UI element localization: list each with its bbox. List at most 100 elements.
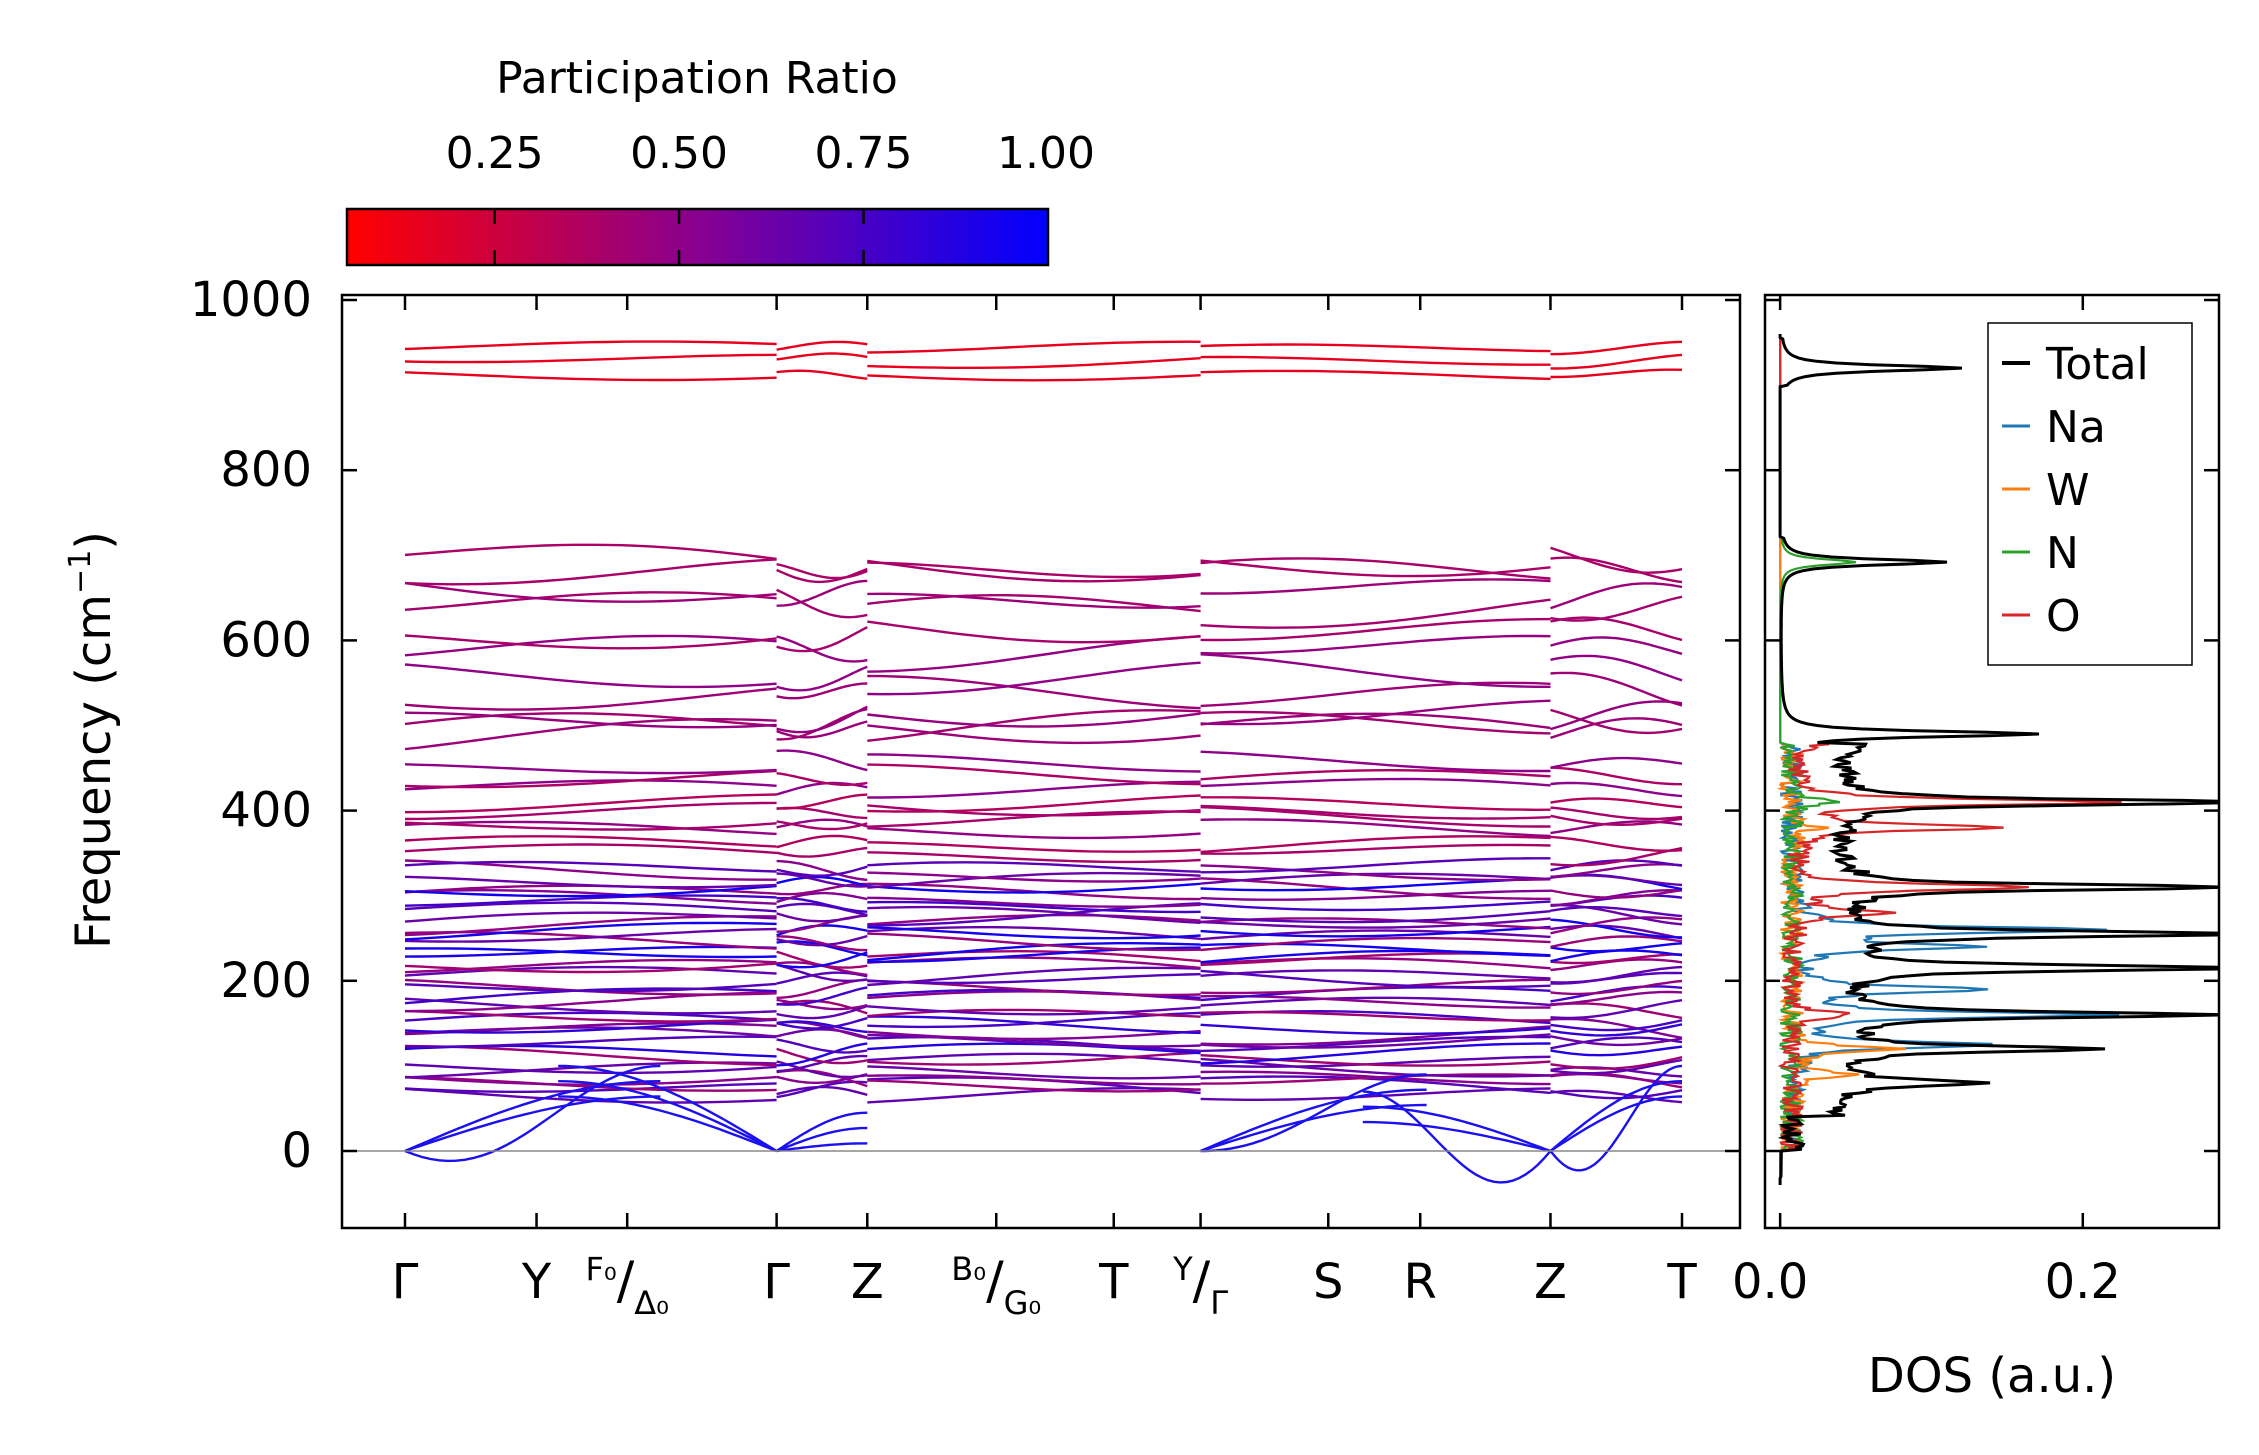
band-line [1550,781,1683,798]
band-line [1200,1042,1551,1065]
band-line [1550,1036,1683,1050]
band-line [776,626,868,653]
band-line [404,353,777,364]
band-line [1200,917,1551,929]
band-line [867,949,1201,963]
x-tick-label: Γ [763,1254,790,1310]
legend-label-n: N [2046,528,2079,579]
band-line [1200,1033,1551,1049]
band-line [1550,700,1683,731]
band-line [776,998,868,1011]
x-tick-label: S [1313,1254,1343,1310]
band-line [1200,768,1551,781]
band-line [867,973,1201,985]
band-line [867,851,1201,864]
band-line [1200,634,1551,655]
band-line [404,888,777,905]
legend-items: Total Na WNO [2002,339,2149,642]
band-line [776,665,868,692]
band-line [1550,756,1683,769]
band-line [1550,916,1683,935]
band-line [1550,935,1683,949]
band-line [1550,654,1683,682]
band-line [1550,814,1683,827]
band-structure-panel: 0 200 400 600 800 1000 Γ Y F₀/Δ₀ Γ Z B₀/G₀ T Y/Γ S R Z T… [63,272,1742,1322]
band-line [867,712,1201,728]
x-tick-label: Y/Γ [1172,1250,1228,1322]
band-line [1550,888,1683,899]
band-line [1550,1056,1683,1070]
band-line [776,1016,868,1030]
band-line [867,1052,1201,1064]
band-line [867,709,1201,742]
band-line [404,965,777,977]
band-line [867,861,1201,873]
band-line [867,871,1201,883]
band-line [404,1009,777,1023]
band-line [1200,617,1551,642]
band-x-axis: Γ Y F₀/Δ₀ Γ Z B₀/G₀ T Y/Γ S R Z T [392,295,1697,1322]
band-line [1550,888,1683,907]
band-line [1550,582,1683,610]
band-line [776,986,868,1006]
band-line [1200,857,1551,874]
band-line [1550,985,1683,1003]
dos-x-axis-label: DOS (a.u.) [1868,1348,2116,1404]
band-line [867,1065,1201,1080]
acoustic-branch [404,1064,661,1163]
band-line [1550,942,1683,953]
band-line [1200,969,1551,980]
band-line [867,724,1201,745]
band-line [404,962,777,974]
band-line [867,661,1201,696]
band-line [1200,900,1551,912]
dos-axes-frame [1763,293,2221,1230]
band-line [1200,699,1551,726]
band-line [1200,777,1551,788]
band-line [404,1075,777,1086]
band-line [1200,1054,1551,1067]
band-line [867,926,1201,940]
band-line [1200,1035,1551,1053]
band-line [776,859,868,882]
dos-y-ticks [1765,298,2219,1153]
band-line [1200,1057,1551,1078]
band-line [404,875,777,889]
band-line [404,663,777,689]
y-tick-label: 1000 [190,272,312,328]
band-line [867,905,1201,924]
band-line [404,543,777,561]
band-line [1550,708,1683,735]
x-tick-label: R [1404,1254,1437,1310]
band-line [867,620,1201,644]
band-line [776,891,868,904]
y-tick-label: 200 [220,953,312,1009]
x-tick-label: Y [521,1254,552,1310]
band-line [1550,717,1683,739]
acoustic-branch [776,1126,868,1153]
band-line [1550,766,1682,786]
band-line [867,357,1201,369]
x-tick-label: Γ [392,1254,419,1310]
band-line [867,794,1201,813]
band-line [1550,595,1683,622]
legend-label-na: Na [2046,402,2106,453]
band-line [776,875,868,888]
acoustic-branch [1362,1105,1551,1153]
band-line [776,1038,868,1054]
band-line [867,871,1201,889]
band-line [867,1079,1201,1093]
colorbar-bar [345,207,1050,267]
band-line [1550,616,1683,642]
band-line [1550,797,1683,809]
band-line [404,1044,777,1067]
band-line [1550,556,1683,584]
colorbar-tick-label: 0.25 [446,128,544,179]
band-line [867,942,1201,962]
band-line [867,753,1201,773]
band-line [404,340,777,351]
y-tick-label: 400 [220,783,312,839]
band-line [1200,598,1551,629]
band-line [404,591,777,611]
band-line [1200,1075,1551,1095]
